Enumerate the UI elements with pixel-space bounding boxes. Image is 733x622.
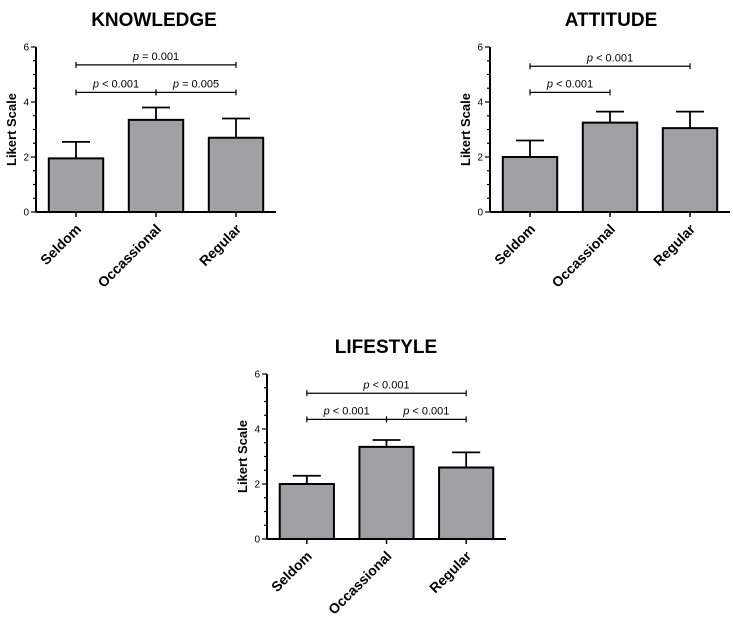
p-symbol: p (172, 78, 179, 90)
panel-title: LIFESTYLE (335, 337, 437, 358)
bar (358, 445, 415, 540)
p-value: < 0.001 (99, 78, 139, 90)
y-axis-label: Likert Scale (458, 93, 473, 166)
p-value-label: p < 0.001 (323, 405, 370, 417)
y-tick-label: 2 (477, 153, 483, 164)
p-value-label: p < 0.001 (402, 405, 449, 417)
panel-attitude: ATTITUDE Likert Scale 0 2 4 6 Seldom Occassio… (458, 10, 730, 290)
x-tick-label: Seldom (491, 221, 538, 268)
y-tick-label: 2 (23, 153, 29, 164)
p-value: < 0.001 (593, 52, 633, 64)
bar (438, 466, 495, 540)
bar (661, 127, 719, 213)
y-tick-label: 6 (254, 370, 260, 381)
p-value-label: p < 0.001 (362, 379, 409, 391)
p-value: < 0.001 (409, 405, 449, 417)
x-tick-label: Seldom (268, 548, 315, 595)
y-tick-label: 0 (254, 535, 260, 546)
y-tick-label: 2 (254, 480, 260, 491)
p-symbol: p (362, 379, 369, 391)
x-tick-label: Occassional (548, 221, 618, 291)
p-value: = 0.005 (179, 78, 219, 90)
p-value-label: p = 0.001 (132, 51, 179, 63)
panel-title: ATTITUDE (565, 10, 658, 31)
y-tick-label: 4 (254, 425, 260, 436)
panel-lifestyle: LIFESTYLE Likert Scale 0 2 4 6 Seldom Occassi… (235, 337, 506, 617)
y-tick-label: 6 (23, 43, 29, 54)
panel-title: KNOWLEDGE (91, 10, 217, 31)
bar (278, 483, 335, 540)
panel-knowledge: KNOWLEDGE Likert Scale 0 2 4 6 Seldom Occassi… (4, 10, 276, 290)
x-tick-label: Regular (426, 547, 475, 596)
p-value-label: p < 0.001 (546, 78, 593, 90)
x-tick-label: Seldom (37, 221, 84, 268)
p-symbol: p (546, 78, 553, 90)
y-tick-label: 0 (23, 208, 29, 219)
y-tick-label: 4 (23, 98, 29, 109)
x-tick-label: Occassional (325, 548, 395, 618)
bar (47, 157, 105, 213)
p-symbol: p (323, 405, 330, 417)
p-symbol: p (402, 405, 409, 417)
p-value-label: p = 0.005 (172, 78, 219, 90)
y-tick-label: 6 (477, 43, 483, 54)
y-tick-label: 0 (477, 208, 483, 219)
p-value: < 0.001 (330, 405, 370, 417)
y-tick-label: 4 (477, 98, 483, 109)
p-symbol: p (132, 51, 139, 63)
p-value: < 0.001 (553, 78, 593, 90)
x-tick-label: Regular (650, 220, 699, 269)
x-tick-label: Occassional (94, 221, 164, 291)
p-value-label: p < 0.001 (92, 78, 139, 90)
p-value: = 0.001 (139, 51, 179, 63)
y-axis-label: Likert Scale (235, 420, 250, 493)
bar (501, 156, 559, 213)
p-symbol: p (586, 52, 593, 64)
x-tick-label: Regular (196, 220, 245, 269)
bar (581, 121, 639, 213)
p-symbol: p (92, 78, 99, 90)
bar (127, 118, 185, 213)
y-axis-label: Likert Scale (4, 93, 19, 166)
p-value: < 0.001 (370, 379, 410, 391)
p-value-label: p < 0.001 (586, 52, 633, 64)
bar (207, 136, 265, 213)
